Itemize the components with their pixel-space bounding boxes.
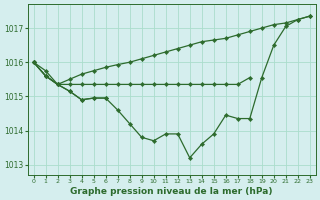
X-axis label: Graphe pression niveau de la mer (hPa): Graphe pression niveau de la mer (hPa) <box>70 187 273 196</box>
